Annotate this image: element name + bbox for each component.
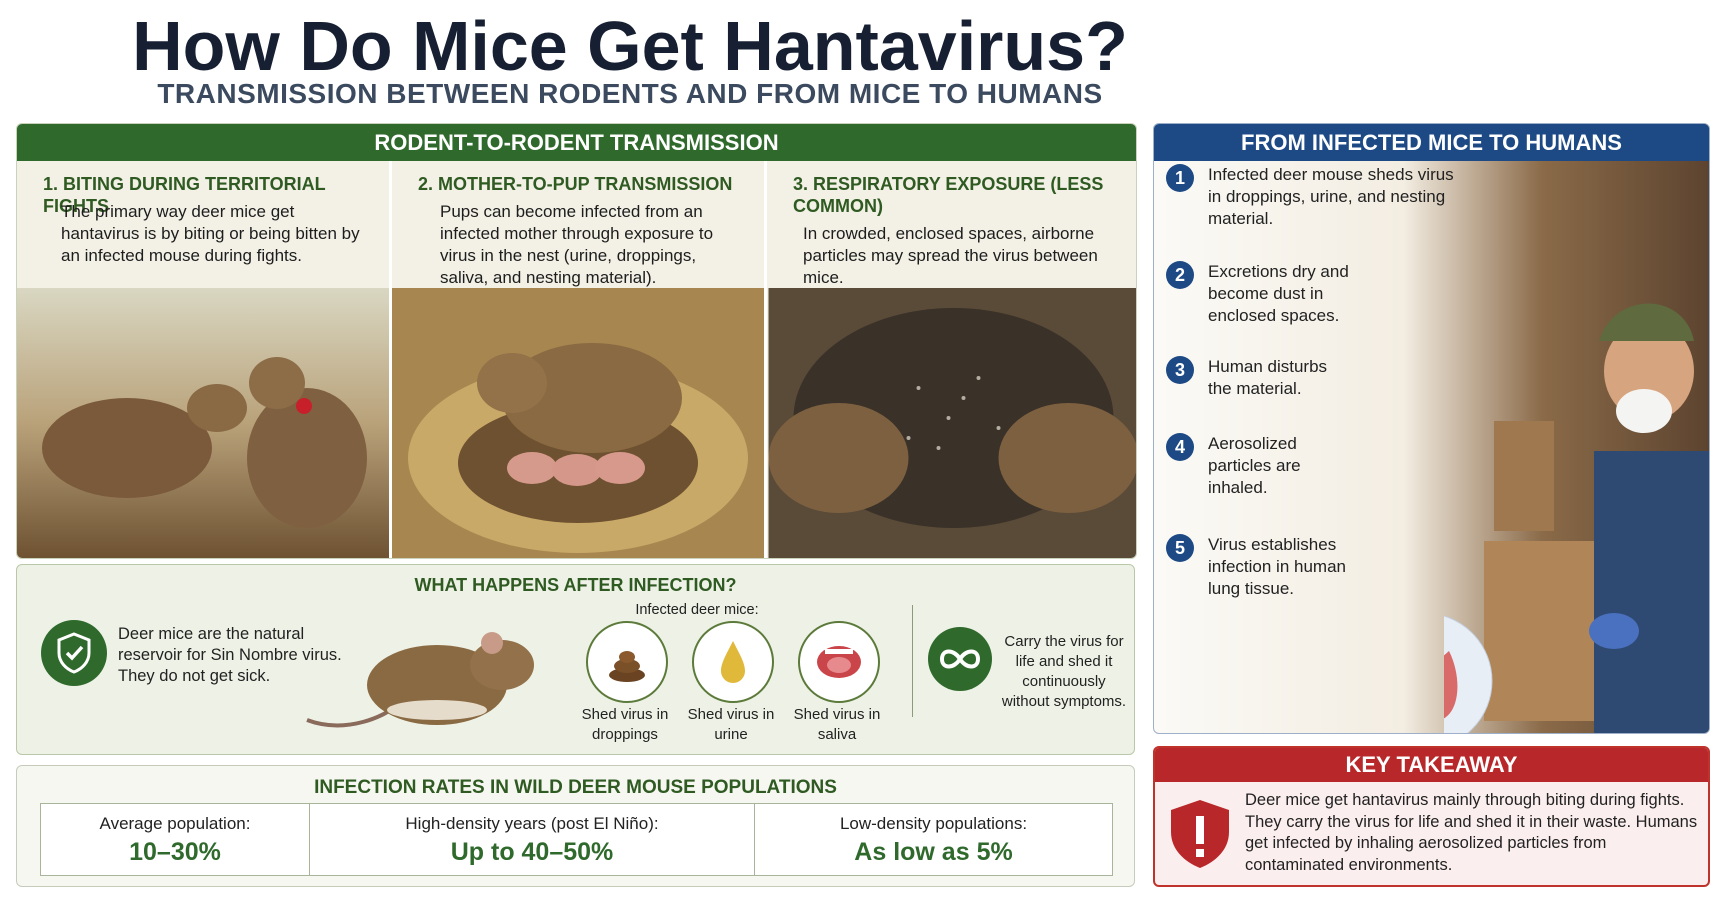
section-header: KEY TAKEAWAY [1155, 748, 1708, 782]
rate-value: As low as 5% [854, 838, 1013, 866]
shed-label: Shed virus in urine [687, 706, 775, 743]
infinity-icon [928, 627, 992, 691]
panel-text: In crowded, enclosed spaces, airborne pa… [803, 224, 1098, 287]
panel-text: The primary way deer mice get hantavirus… [61, 202, 360, 265]
warning-shield [1171, 800, 1229, 868]
rate-value: Up to 40–50% [450, 838, 614, 866]
panel: 3. RESPIRATORY EXPOSURE (LESS COMMON) In… [767, 161, 1136, 558]
rate-cell: Low-density populations: As low as 5% [755, 804, 1112, 875]
step-number: 1 [1166, 164, 1194, 192]
section-title: INFECTION RATES IN WILD DEER MOUSE POPUL… [314, 777, 837, 798]
after-infection-section: WHAT HAPPENS AFTER INFECTION? Deer mice … [16, 564, 1135, 755]
title: How Do Mice Get Hantavirus? [132, 7, 1128, 85]
rate-cell: High-density years (post El Niño): Up to… [310, 804, 755, 875]
takeaway-text: Deer mice get hantavirus mainly through … [1245, 791, 1698, 874]
rate-label: High-density years (post El Niño): [405, 814, 659, 833]
rates-section: INFECTION RATES IN WILD DEER MOUSE POPUL… [16, 765, 1135, 887]
shed-label: Shed virus in droppings [581, 706, 669, 743]
carry-text: Carry the virus for life and shed it con… [1001, 633, 1127, 710]
step-text: Infected deer mouse sheds virus in dropp… [1208, 165, 1454, 228]
rates-row: Average population: 10–30% High-density … [40, 803, 1113, 876]
panel-text: Pups can become infected from an infecte… [440, 202, 714, 287]
step-text: Virus establishes infection in human lun… [1208, 535, 1346, 598]
worker-illustration [1444, 303, 1709, 733]
step-text: Excretions dry and become dust in enclos… [1208, 262, 1349, 325]
section-header: FROM INFECTED MICE TO HUMANS [1154, 124, 1709, 161]
shed-label: Shed virus in saliva [793, 706, 881, 743]
step-number: 5 [1166, 534, 1194, 562]
rodent-section: RODENT-TO-RODENT TRANSMISSION 1. BITING … [16, 123, 1137, 559]
shield-icon [41, 620, 107, 686]
saliva-icon [798, 621, 880, 703]
urine-icon [692, 621, 774, 703]
step-number: 3 [1166, 356, 1194, 384]
rate-cell: Average population: 10–30% [41, 804, 310, 875]
panel: 2. MOTHER-TO-PUP TRANSMISSION Pups can b… [392, 161, 767, 558]
mouse-illustration [306, 632, 534, 728]
subtitle: TRANSMISSION BETWEEN RODENTS AND FROM MI… [157, 78, 1103, 109]
rate-value: 10–30% [129, 838, 221, 866]
fight-illustration [17, 288, 389, 558]
section-header: RODENT-TO-RODENT TRANSMISSION [17, 124, 1136, 161]
takeaway-section: KEY TAKEAWAY Deer mice get hantavirus ma… [1153, 746, 1710, 887]
step-number: 2 [1166, 261, 1194, 289]
divider [912, 605, 913, 717]
panel: 1. BITING DURING TERRITORIAL FIGHTS The … [17, 161, 392, 558]
step-text: Human disturbs the material. [1208, 357, 1328, 398]
respiratory-illustration [768, 288, 1136, 558]
droppings-icon [586, 621, 668, 703]
section-title: WHAT HAPPENS AFTER INFECTION? [414, 575, 737, 595]
panel-title: 2. MOTHER-TO-PUP TRANSMISSION [418, 174, 733, 194]
rate-label: Low-density populations: [839, 814, 1028, 833]
nest-illustration [392, 288, 764, 558]
step-text: Aerosolized particles are inhaled. [1208, 434, 1301, 497]
step-number: 4 [1166, 433, 1194, 461]
reservoir-text: Deer mice are the natural reservoir for … [118, 625, 342, 685]
infected-label: Infected deer mice: [635, 602, 759, 618]
panel-title: 3. RESPIRATORY EXPOSURE (LESS COMMON) [793, 174, 1104, 216]
panel-title: 1. BITING DURING TERRITORIAL FIGHTS [43, 174, 326, 216]
humans-section: FROM INFECTED MICE TO HUMANS 1 Infected … [1153, 123, 1710, 734]
rate-label: Average population: [99, 814, 251, 833]
